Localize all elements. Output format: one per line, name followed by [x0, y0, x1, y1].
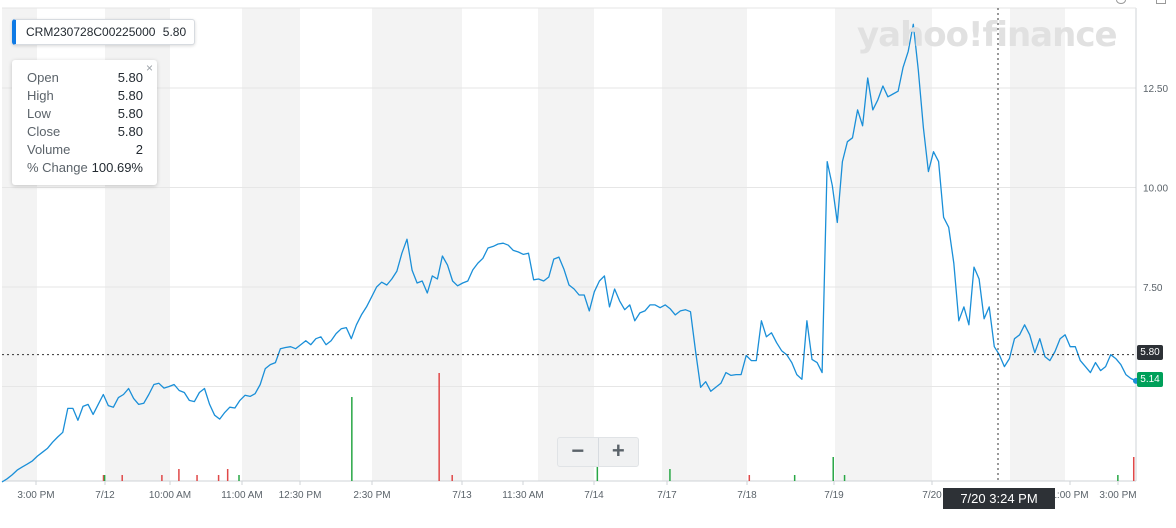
x-tick-label: 3:00 PM [1099, 490, 1136, 501]
volume-bar [121, 475, 123, 481]
volume-bar [451, 475, 453, 481]
close-icon[interactable]: × [145, 61, 153, 75]
ohlc-label: Close [27, 124, 61, 139]
volume-bar [596, 463, 599, 481]
symbol-tag: CRM230728C00225000 5.80 [12, 19, 196, 45]
session-band [538, 8, 594, 481]
volume-bar [669, 469, 671, 481]
volume-bar [103, 475, 106, 481]
session-band [1010, 8, 1065, 481]
x-tick-label: 11:00 AM [221, 490, 263, 501]
ohlc-label: Volume [27, 142, 71, 157]
volume-bar [793, 475, 796, 481]
ohlc-row-close: Close 5.80 [27, 123, 143, 141]
ohlc-label: % Change [27, 160, 88, 175]
ohlc-value: 5.80 [117, 124, 143, 139]
ohlc-row-volume: Volume 2 [27, 141, 143, 159]
ohlc-label: High [27, 88, 54, 103]
ohlc-row-low: Low 5.80 [27, 105, 143, 123]
x-tick-label: 2:30 PM [353, 490, 390, 501]
volume-bar [238, 475, 240, 481]
y-tick-label: 10.00 [1143, 184, 1168, 195]
crosshair-price-label: 5.80 [1137, 345, 1163, 360]
x-tick-label: 7/14 [584, 490, 604, 501]
y-tick-label: 12.50 [1143, 84, 1168, 95]
x-tick-label: 7/17 [657, 490, 677, 501]
session-band [835, 8, 932, 481]
crosshair-time-label: 7/20 3:24 PM [943, 488, 1055, 509]
x-tick-label: 7/13 [452, 490, 472, 501]
ohlc-tooltip: × Open 5.80 High 5.80 Low 5.80 Close 5.8… [12, 60, 157, 185]
ohlc-row-open: Open 5.80 [27, 69, 143, 87]
volume-bar [178, 469, 180, 481]
session-band [662, 8, 747, 481]
ohlc-row-high: High 5.80 [27, 87, 143, 105]
session-band [242, 8, 300, 481]
volume-bar [351, 397, 353, 481]
ohlc-value: 5.80 [117, 106, 143, 121]
x-tick-label: 7/20 [922, 490, 942, 501]
ohlc-row-change: % Change 100.69% [27, 159, 143, 177]
volume-bar [438, 373, 440, 481]
volume-bar [161, 475, 163, 481]
fullscreen-icon[interactable] [1156, 0, 1166, 4]
session-band [372, 8, 462, 481]
volume-bar [102, 475, 105, 481]
symbol-price: 5.80 [162, 25, 187, 39]
x-tick-label: 11:30 AM [502, 490, 544, 501]
volume-bar [832, 457, 834, 481]
yahoo-finance-logo: yahoo!finance [857, 15, 1118, 55]
price-line [1, 23, 1137, 483]
x-tick-label: 3:00 PM [17, 490, 54, 501]
zoom-out-button[interactable]: − [571, 438, 585, 463]
ohlc-label: Low [27, 106, 51, 121]
ohlc-label: Open [27, 70, 59, 85]
volume-bar [1132, 457, 1135, 481]
x-tick-label: 7/12 [95, 490, 115, 501]
y-tick-label: 7.50 [1143, 283, 1163, 294]
zoom-controls: − + [557, 437, 639, 467]
volume-bar [843, 475, 846, 481]
ohlc-value: 5.80 [117, 70, 143, 85]
settings-icon[interactable] [1116, 0, 1126, 4]
volume-bar [748, 475, 751, 481]
symbol-name: CRM230728C00225000 [26, 25, 156, 39]
x-tick-label: 1:00 PM [1051, 490, 1088, 501]
ohlc-value: 100.69% [91, 160, 143, 175]
zoom-in-button[interactable]: + [597, 438, 639, 466]
volume-bar [1117, 475, 1119, 481]
ohlc-value: 2 [135, 142, 143, 157]
x-tick-label: 7/18 [737, 490, 757, 501]
toolbar-corner [1116, 0, 1176, 4]
volume-bar [217, 475, 220, 481]
x-tick-label: 7/19 [824, 490, 844, 501]
ohlc-value: 5.80 [117, 88, 143, 103]
x-tick-label: 10:00 AM [149, 490, 191, 501]
x-tick-label: 12:30 PM [279, 490, 322, 501]
volume-bar [226, 469, 229, 481]
last-price-label: 5.14 [1137, 372, 1163, 387]
volume-bar [196, 475, 198, 481]
